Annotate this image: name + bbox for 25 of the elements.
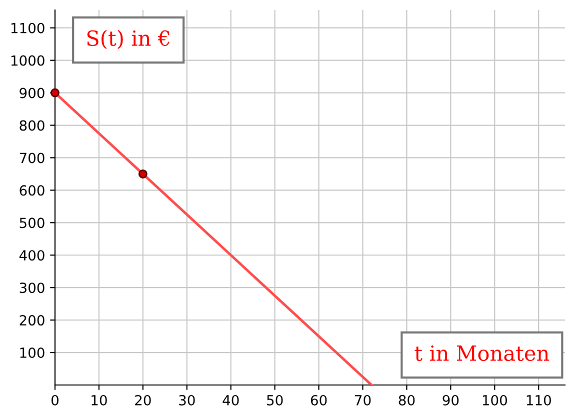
y-tick-label: 400: [19, 250, 44, 261]
y-tick-label: 300: [20, 282, 44, 294]
y-tick-label: 1000: [11, 55, 44, 66]
y-tick-label: 600: [20, 185, 44, 196]
y-tick-label: 500: [20, 218, 44, 228]
x-axis-title: t in Monaten: [414, 345, 550, 362]
x-tick-label: 100: [482, 394, 507, 406]
y-tick-label: 100: [20, 348, 44, 358]
x-tick-label: 0: [51, 394, 58, 406]
x-tick-label: 110: [526, 394, 551, 406]
x-tick-label: 20: [135, 394, 151, 406]
y-tick-label: 1100: [11, 22, 44, 34]
y-tick-label: 900: [20, 88, 44, 98]
x-tick-label: 70: [355, 394, 371, 406]
x-tick-label: 10: [92, 394, 107, 406]
x-tick-label: 80: [398, 394, 415, 406]
y-tick-label: 200: [20, 315, 44, 326]
y-tick-label: 700: [20, 152, 44, 164]
y-tick-label: 800: [20, 120, 44, 131]
x-tick-label: 50: [267, 394, 283, 406]
x-tick-label: 60: [310, 394, 327, 406]
y-axis-title: S(t) in €: [87, 30, 170, 49]
x-tick-label: 30: [179, 394, 195, 406]
x-tick-label: 90: [442, 394, 459, 406]
x-tick-label: 40: [222, 394, 239, 406]
